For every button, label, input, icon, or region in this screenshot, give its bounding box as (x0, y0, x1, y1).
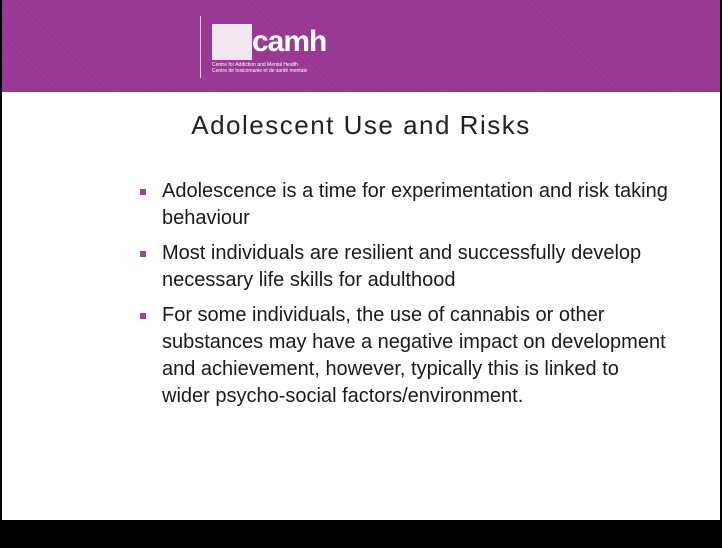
bullet-marker (140, 251, 146, 257)
bullet-item: For some individuals, the use of cannabi… (140, 302, 670, 410)
header-band: camh Centre for Addiction and Mental Hea… (2, 0, 720, 92)
logo-name: camh (252, 25, 327, 58)
bullet-text: Adolescence is a time for experimentatio… (162, 180, 668, 229)
bullet-text: Most individuals are resilient and succe… (162, 242, 642, 291)
slide-title: Adolescent Use and Risks (191, 110, 531, 140)
logo-tagline: Centre for Addiction and Mental Health (212, 62, 298, 68)
bullet-list: Adolescence is a time for experimentatio… (140, 178, 670, 418)
logo-divider (200, 16, 201, 78)
bullet-text: For some individuals, the use of cannabi… (162, 304, 666, 407)
bullet-marker (140, 189, 146, 195)
bullet-item: Adolescence is a time for experimentatio… (140, 178, 670, 232)
bullet-marker (140, 313, 146, 319)
slide-body: camh Centre for Addiction and Mental Hea… (2, 0, 720, 520)
bullet-item: Most individuals are resilient and succe… (140, 240, 670, 294)
logo-mark (212, 24, 252, 60)
logo-tagline: Centre de toxicomanie et de santé mental… (212, 68, 308, 74)
